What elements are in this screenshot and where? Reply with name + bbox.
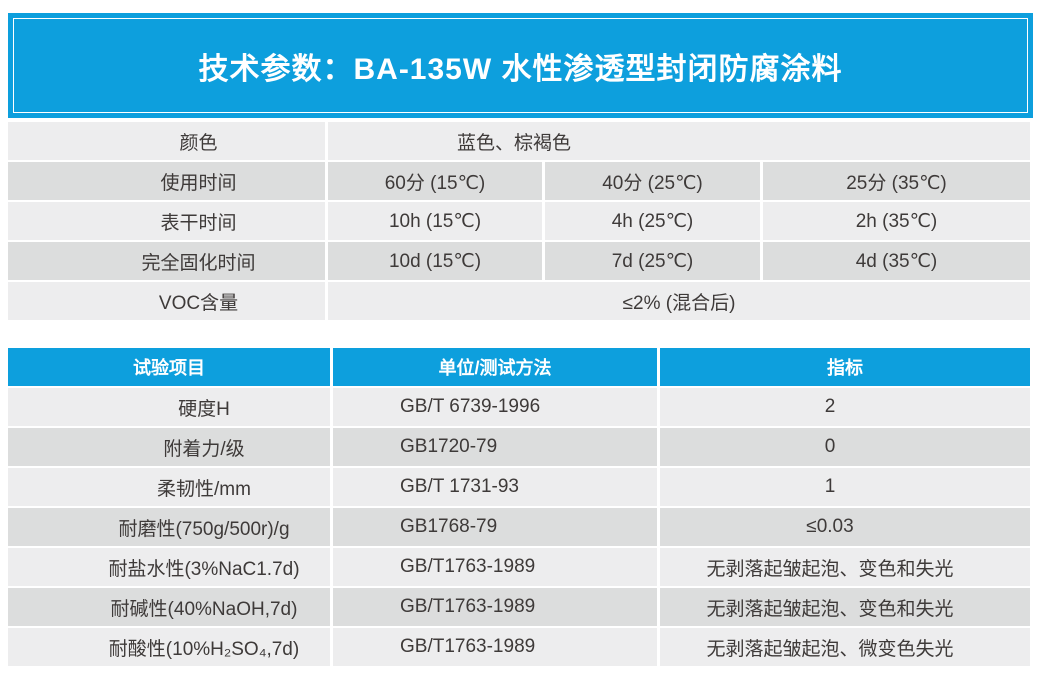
page-title: 技术参数：BA-135W 水性渗透型封闭防腐涂料 xyxy=(198,52,843,86)
test-table-header-cell: 指标 xyxy=(660,348,1030,386)
test-item-cell: 硬度H xyxy=(8,388,330,426)
test-table: 试验项目 单位/测试方法 指标 硬度H GB/T 6739-1996 2 附着力/级 GB17… xyxy=(8,348,1030,666)
test-method-cell: GB/T1763-1989 xyxy=(333,548,657,586)
spec-table: 颜色 蓝色、棕褐色 使用时间 60分 (15℃) 40分 (25℃) 25分 (35℃) 表… xyxy=(8,122,1030,320)
test-item-cell: 耐碱性(40%NaOH,7d) xyxy=(8,588,330,626)
test-method-cell: GB/T1763-1989 xyxy=(333,628,657,666)
spec-value-span-cell: 蓝色、棕褐色 xyxy=(328,122,1030,160)
test-result-cell: 2 xyxy=(660,388,1030,426)
test-table-header-cell: 试验项目 xyxy=(8,348,330,386)
spec-row-label: 表干时间 xyxy=(8,202,325,240)
spec-value-span-cell: ≤2% (混合后) xyxy=(328,282,1030,320)
test-method-cell: GB/T 6739-1996 xyxy=(333,388,657,426)
test-item-cell: 耐酸性(10%H₂SO₄,7d) xyxy=(8,628,330,666)
test-result-cell: 无剥落起皱起泡、微变色失光 xyxy=(660,628,1030,666)
test-method-cell: GB1720-79 xyxy=(333,428,657,466)
spec-value-cell: 10h (15℃) xyxy=(328,202,542,240)
spec-value-cell: 4h (25℃) xyxy=(545,202,760,240)
test-method-cell: GB/T1763-1989 xyxy=(333,588,657,626)
test-result-cell: 1 xyxy=(660,468,1030,506)
spec-value-cell: 40分 (25℃) xyxy=(545,162,760,200)
spec-row-label: 使用时间 xyxy=(8,162,325,200)
spec-value-cell: 60分 (15℃) xyxy=(328,162,542,200)
spec-value-cell: 2h (35℃) xyxy=(763,202,1030,240)
spec-value-cell: 7d (25℃) xyxy=(545,242,760,280)
spec-row-label: 完全固化时间 xyxy=(8,242,325,280)
test-item-cell: 耐盐水性(3%NaC1.7d) xyxy=(8,548,330,586)
test-result-cell: ≤0.03 xyxy=(660,508,1030,546)
test-result-cell: 无剥落起皱起泡、变色和失光 xyxy=(660,588,1030,626)
tech-params-banner: 技术参数：BA-135W 水性渗透型封闭防腐涂料 xyxy=(8,13,1033,118)
banner-inner-border: 技术参数：BA-135W 水性渗透型封闭防腐涂料 xyxy=(13,18,1028,113)
spec-value-cell: 10d (15℃) xyxy=(328,242,542,280)
test-item-cell: 耐磨性(750g/500r)/g xyxy=(8,508,330,546)
test-method-cell: GB/T 1731-93 xyxy=(333,468,657,506)
spec-row-label: VOC含量 xyxy=(8,282,325,320)
test-item-cell: 附着力/级 xyxy=(8,428,330,466)
spec-value-cell: 4d (35℃) xyxy=(763,242,1030,280)
test-method-cell: GB1768-79 xyxy=(333,508,657,546)
spec-value-cell: 25分 (35℃) xyxy=(763,162,1030,200)
test-item-cell: 柔韧性/mm xyxy=(8,468,330,506)
spec-row-label: 颜色 xyxy=(8,122,325,160)
test-result-cell: 无剥落起皱起泡、变色和失光 xyxy=(660,548,1030,586)
test-result-cell: 0 xyxy=(660,428,1030,466)
test-table-header-cell: 单位/测试方法 xyxy=(333,348,657,386)
